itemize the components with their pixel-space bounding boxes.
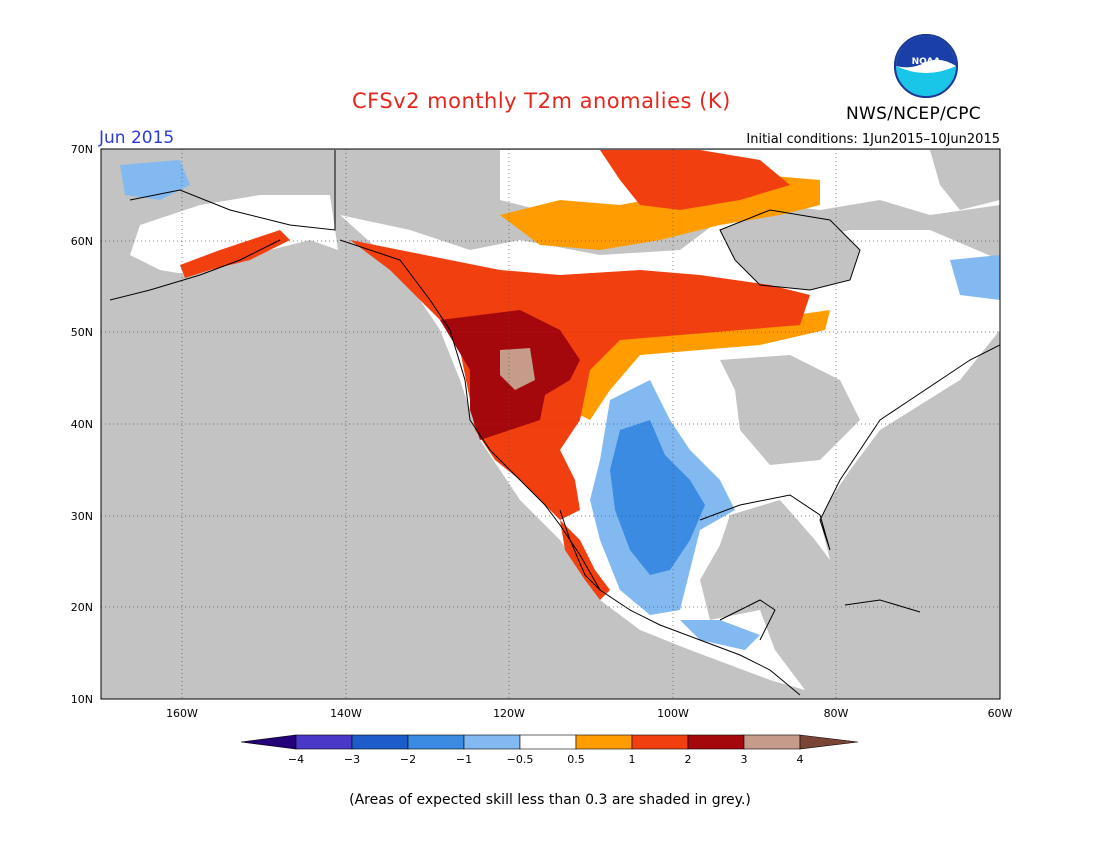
lon-label-120w: 120W bbox=[493, 707, 525, 720]
lon-label-100w: 100W bbox=[657, 707, 689, 720]
colorbar-bin-5 bbox=[519, 734, 577, 750]
noaa-logo-text: NOAA bbox=[912, 57, 941, 67]
greenland-grey bbox=[930, 150, 1000, 210]
baja-warm bbox=[560, 520, 610, 600]
colorbar-bin-3 bbox=[407, 734, 465, 750]
lat-label-20: 20N bbox=[71, 601, 93, 614]
mexico-cool-strip bbox=[680, 620, 760, 650]
lat-label-70: 70N bbox=[71, 143, 93, 156]
warm-red bbox=[350, 240, 810, 520]
map-frame bbox=[100, 148, 1001, 700]
hudson-bay-grey bbox=[720, 210, 860, 290]
colorbar-bin-7 bbox=[631, 734, 689, 750]
latitude-labels: 70N 60N 50N 40N 30N 20N 10N bbox=[71, 143, 93, 706]
colorbar-label-2: −2 bbox=[400, 753, 416, 766]
lon-label-160w: 160W bbox=[166, 707, 198, 720]
map-title: CFSv2 monthly T2m anomalies (K) bbox=[352, 89, 731, 113]
forecast-month: Jun 2015 bbox=[99, 128, 175, 148]
colorbar-bin-1 bbox=[295, 734, 353, 750]
colorbar-label-4: −0.5 bbox=[507, 753, 534, 766]
longitude-labels: 160W 140W 120W 100W 80W 60W bbox=[166, 707, 1012, 720]
warm-red-arctic bbox=[600, 150, 790, 210]
lat-label-10: 10N bbox=[71, 693, 93, 706]
noaa-logo: NOAA bbox=[894, 34, 958, 98]
alaska-cool bbox=[120, 160, 190, 200]
lon-label-140w: 140W bbox=[330, 707, 362, 720]
cool-anomaly-blue bbox=[610, 420, 705, 575]
colorbar-label-8: 3 bbox=[741, 753, 748, 766]
colorbar-label-7: 2 bbox=[685, 753, 692, 766]
lon-label-80w: 80W bbox=[824, 707, 849, 720]
colorbar-bin-0 bbox=[240, 734, 297, 750]
lat-label-30: 30N bbox=[71, 510, 93, 523]
colorbar-label-0: −4 bbox=[288, 753, 304, 766]
initial-conditions: Initial conditions: 1Jun2015–10Jun2015 bbox=[746, 132, 1000, 147]
map-regions bbox=[120, 150, 1000, 690]
colorbar-bin-6 bbox=[575, 734, 633, 750]
colorbar-label-6: 1 bbox=[629, 753, 636, 766]
colorbar-label-3: −1 bbox=[456, 753, 472, 766]
colorbar-bin-9 bbox=[743, 734, 801, 750]
colorbar-bin-2 bbox=[351, 734, 409, 750]
colorbar-bin-10 bbox=[799, 734, 859, 750]
colorbar-bin-4 bbox=[463, 734, 521, 750]
agency-label: NWS/NCEP/CPC bbox=[846, 104, 981, 124]
alaska-white bbox=[130, 195, 338, 275]
coastlines bbox=[109, 150, 1000, 696]
skill-footnote: (Areas of expected skill less than 0.3 a… bbox=[349, 792, 751, 808]
colorbar: −4 −3 −2 −1 −0.5 0.5 1 2 3 4 bbox=[240, 734, 859, 766]
colorbar-label-5: 0.5 bbox=[567, 753, 585, 766]
labrador-cool bbox=[950, 255, 1000, 300]
colorbar-label-1: −3 bbox=[344, 753, 360, 766]
eastern-us-grey bbox=[720, 355, 860, 465]
colorbar-label-9: 4 bbox=[797, 753, 804, 766]
warm-tan bbox=[500, 348, 535, 390]
alaska-warm bbox=[180, 230, 290, 278]
colorbar-bin-8 bbox=[687, 734, 745, 750]
lat-label-50: 50N bbox=[71, 326, 93, 339]
lat-label-40: 40N bbox=[71, 418, 93, 431]
lat-label-60: 60N bbox=[71, 235, 93, 248]
lon-label-60w: 60W bbox=[988, 707, 1013, 720]
